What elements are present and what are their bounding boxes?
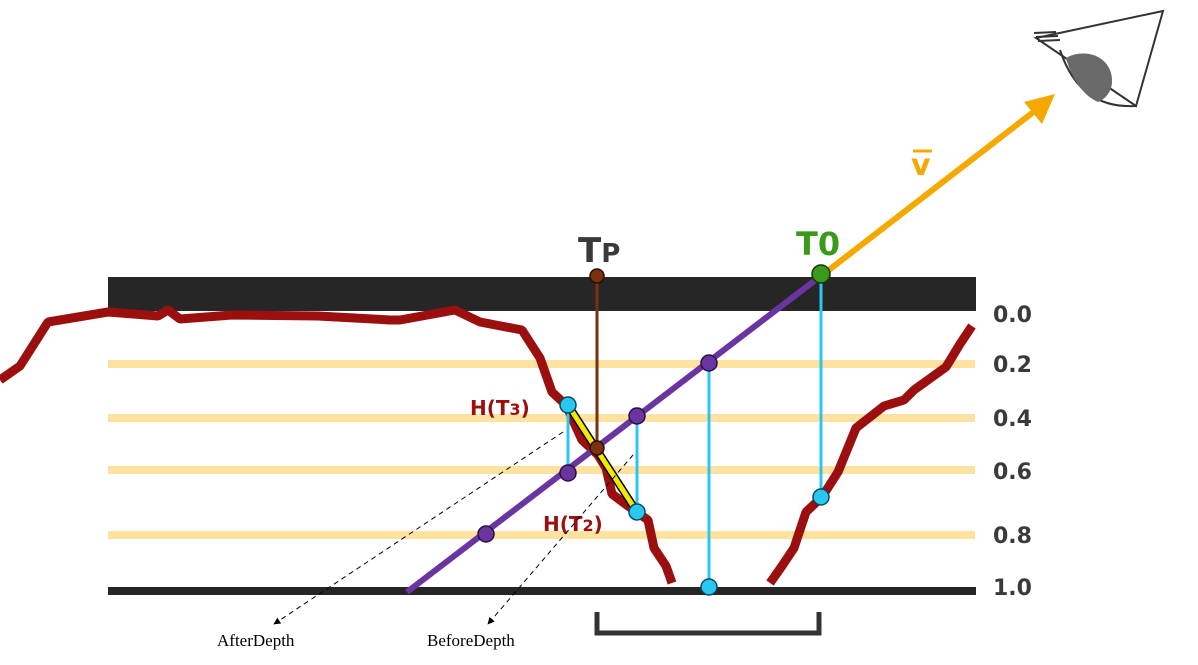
interpolation-segment xyxy=(565,403,640,514)
eye-icon xyxy=(1033,9,1165,108)
ray-point-0.6 xyxy=(559,464,577,482)
view-vector-label: v xyxy=(911,148,931,183)
depth-tick-0.6: 0.6 xyxy=(993,460,1032,485)
ray-point-0.8 xyxy=(477,525,495,543)
intersection-point xyxy=(589,440,605,456)
after-depth-arrow xyxy=(273,431,564,625)
view-vector-arrow xyxy=(823,107,1038,276)
t0-point xyxy=(811,264,831,284)
height-field-right xyxy=(766,323,976,586)
top-surface-bar xyxy=(108,277,976,311)
height-point-t3 xyxy=(559,396,577,414)
view-vector-arrowhead xyxy=(1024,94,1055,124)
h-t3-label: H(T3) xyxy=(470,396,530,420)
height-point-t1 xyxy=(812,488,830,506)
bottom-depth-line xyxy=(108,587,976,595)
depth-tick-0.0: 0.0 xyxy=(993,303,1032,328)
depth-tick-labels: 0.0 0.2 0.4 0.6 0.8 1.0 xyxy=(993,303,1032,601)
ray-point-0.4 xyxy=(628,407,646,425)
tp-point xyxy=(589,268,605,284)
height-sample-points xyxy=(559,396,830,596)
depth-tick-0.8: 0.8 xyxy=(993,524,1032,549)
ray-sample-points xyxy=(477,354,718,543)
before-depth-label: BeforeDepth xyxy=(427,631,515,650)
height-field-left xyxy=(0,305,677,585)
after-depth-label: AfterDepth xyxy=(217,631,295,650)
depth-tick-0.2: 0.2 xyxy=(993,353,1032,378)
range-bracket xyxy=(594,612,822,636)
ray-point-0.2 xyxy=(700,354,718,372)
t0-label: T0 xyxy=(796,225,840,263)
sample-lines xyxy=(566,276,823,587)
tp-label: TP xyxy=(578,231,620,271)
depth-tick-1.0: 1.0 xyxy=(993,576,1032,601)
height-point-bottom xyxy=(700,578,718,596)
depth-tick-0.4: 0.4 xyxy=(993,407,1032,432)
h-t2-label: H(T2) xyxy=(543,512,603,536)
view-ray xyxy=(405,272,824,595)
before-depth-arrow xyxy=(487,454,634,625)
height-point-t2 xyxy=(628,503,646,521)
